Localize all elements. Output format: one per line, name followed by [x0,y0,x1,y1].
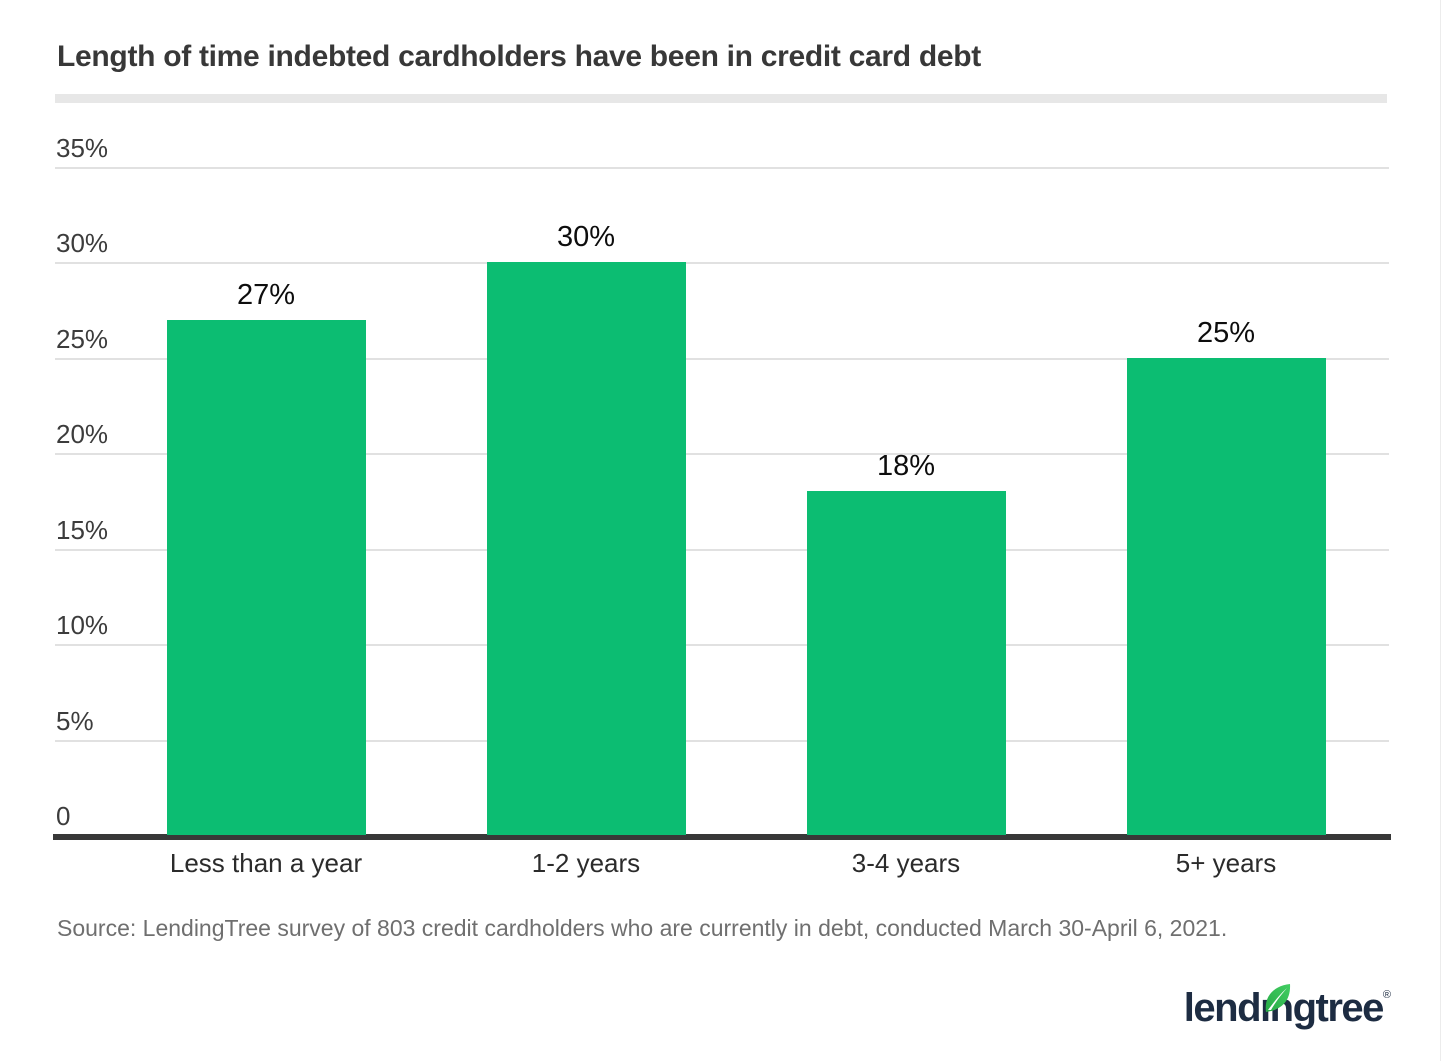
source-note: Source: LendingTree survey of 803 credit… [57,915,1228,941]
logo-text-right: ngtree [1269,986,1385,1030]
bar-value-label: 18% [876,450,936,483]
y-tick-label: 20% [56,419,109,450]
x-tick-label: Less than a year [169,848,363,878]
y-tick-label: 25% [56,323,109,354]
registered-mark: ® [1382,989,1391,1001]
leaf-icon [1265,984,1290,1012]
bar-value-label: 27% [236,278,296,311]
gridline-30 [55,262,1389,265]
y-tick-label: 10% [56,610,109,641]
title-divider [55,94,1387,103]
y-tick-label: 5% [56,705,94,736]
lendingtree-logo: lendıngtree® [1184,972,1391,1036]
bar-1 [166,319,366,835]
bar-4 [1126,357,1326,835]
logo-text-left: lend [1183,986,1262,1030]
gridline-5 [55,739,1389,742]
lendingtree-wordmark: lendıngtree® [1183,984,1391,1030]
y-tick-label: 15% [56,514,109,545]
y-tick-label: 35% [56,133,109,163]
gridline-10 [55,644,1389,647]
x-tick-label: 3-4 years [851,848,961,878]
x-tick-label: 1-2 years [531,848,641,878]
bar-value-label: 30% [556,221,616,254]
y-tick-label: 30% [56,228,109,259]
x-axis-line [53,834,1391,840]
x-tick-label: 5+ years [1175,848,1277,878]
gridline-15 [55,548,1389,551]
bar-2 [486,262,686,835]
gridline-20 [55,453,1389,456]
page-edge-line [1440,0,1441,1061]
y-tick-label: 0 [56,801,71,831]
bar-value-label: 25% [1196,316,1256,349]
bar-3 [806,491,1006,835]
page-title: Length of time indebted cardholders have… [57,40,981,73]
gridline-35 [55,167,1389,169]
gridline-25 [55,357,1389,360]
